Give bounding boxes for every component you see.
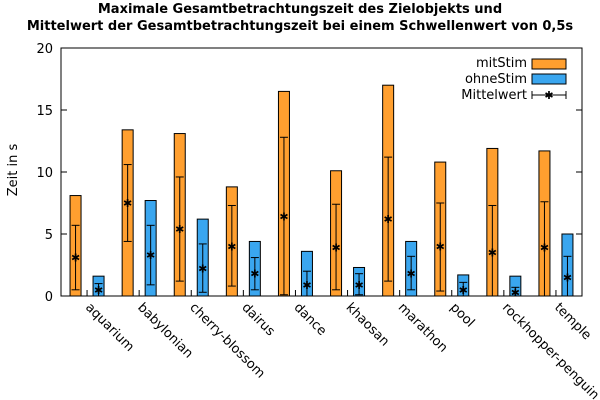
mean-marker-ohneStim: ✱ (94, 284, 103, 297)
svg-text:✱: ✱ (544, 89, 553, 102)
legend-swatch-ohneStim (531, 73, 567, 85)
x-tick-label: dairus (239, 300, 278, 339)
mean-marker-ohneStim: ✱ (511, 286, 520, 299)
x-tick-label: dance (291, 300, 330, 339)
mean-marker-mitStim: ✱ (175, 223, 184, 236)
legend-mean-errorbar-sample: ✱ (531, 89, 567, 102)
y-tick-label: 10 (36, 166, 53, 181)
x-tick-label: pool (447, 300, 477, 330)
chart-title-line1: Maximale Gesamtbetrachtungszeit des Ziel… (98, 2, 502, 17)
mean-marker-mitStim: ✱ (123, 197, 132, 210)
legend: mitStim ohneStim Mittelwert ✱ (461, 56, 567, 103)
mean-marker-mitStim: ✱ (227, 240, 236, 253)
mean-marker-ohneStim: ✱ (250, 268, 259, 281)
x-tick-label: rockhopper-penguin (499, 300, 600, 400)
mean-marker-mitStim: ✱ (279, 211, 288, 224)
x-tick-label: aquarium (82, 300, 137, 355)
mean-marker-mitStim: ✱ (540, 242, 549, 255)
x-tick-label: marathon (395, 300, 450, 355)
mean-marker-ohneStim: ✱ (302, 279, 311, 292)
mean-marker-ohneStim: ✱ (198, 263, 207, 276)
legend-label-mean: Mittelwert (461, 88, 527, 103)
x-tick-label: temple (551, 300, 594, 343)
legend-swatch-mitStim (531, 58, 567, 70)
y-tick-label: 5 (45, 228, 53, 243)
y-tick-label: 15 (36, 104, 53, 119)
mean-marker-mitStim: ✱ (331, 242, 340, 255)
legend-label-ohneStim: ohneStim (465, 72, 527, 87)
mean-marker-mitStim: ✱ (384, 213, 393, 226)
x-tick-label: khaosan (343, 300, 392, 349)
mean-marker-ohneStim: ✱ (563, 271, 572, 284)
mean-marker-ohneStim: ✱ (407, 268, 416, 281)
y-tick-label: 20 (36, 42, 53, 57)
mean-marker-ohneStim: ✱ (459, 284, 468, 297)
legend-label-mitStim: mitStim (476, 56, 527, 71)
y-tick-label: 0 (45, 290, 53, 305)
mean-marker-mitStim: ✱ (71, 252, 80, 265)
mean-marker-mitStim: ✱ (436, 240, 445, 253)
chart-title-line2: Mittelwert der Gesamtbetrachtungszeit be… (27, 19, 574, 34)
y-axis-label: Zeit in s (6, 144, 21, 197)
mean-marker-ohneStim: ✱ (146, 249, 155, 262)
mean-marker-ohneStim: ✱ (354, 279, 363, 292)
mean-marker-mitStim: ✱ (488, 247, 497, 260)
